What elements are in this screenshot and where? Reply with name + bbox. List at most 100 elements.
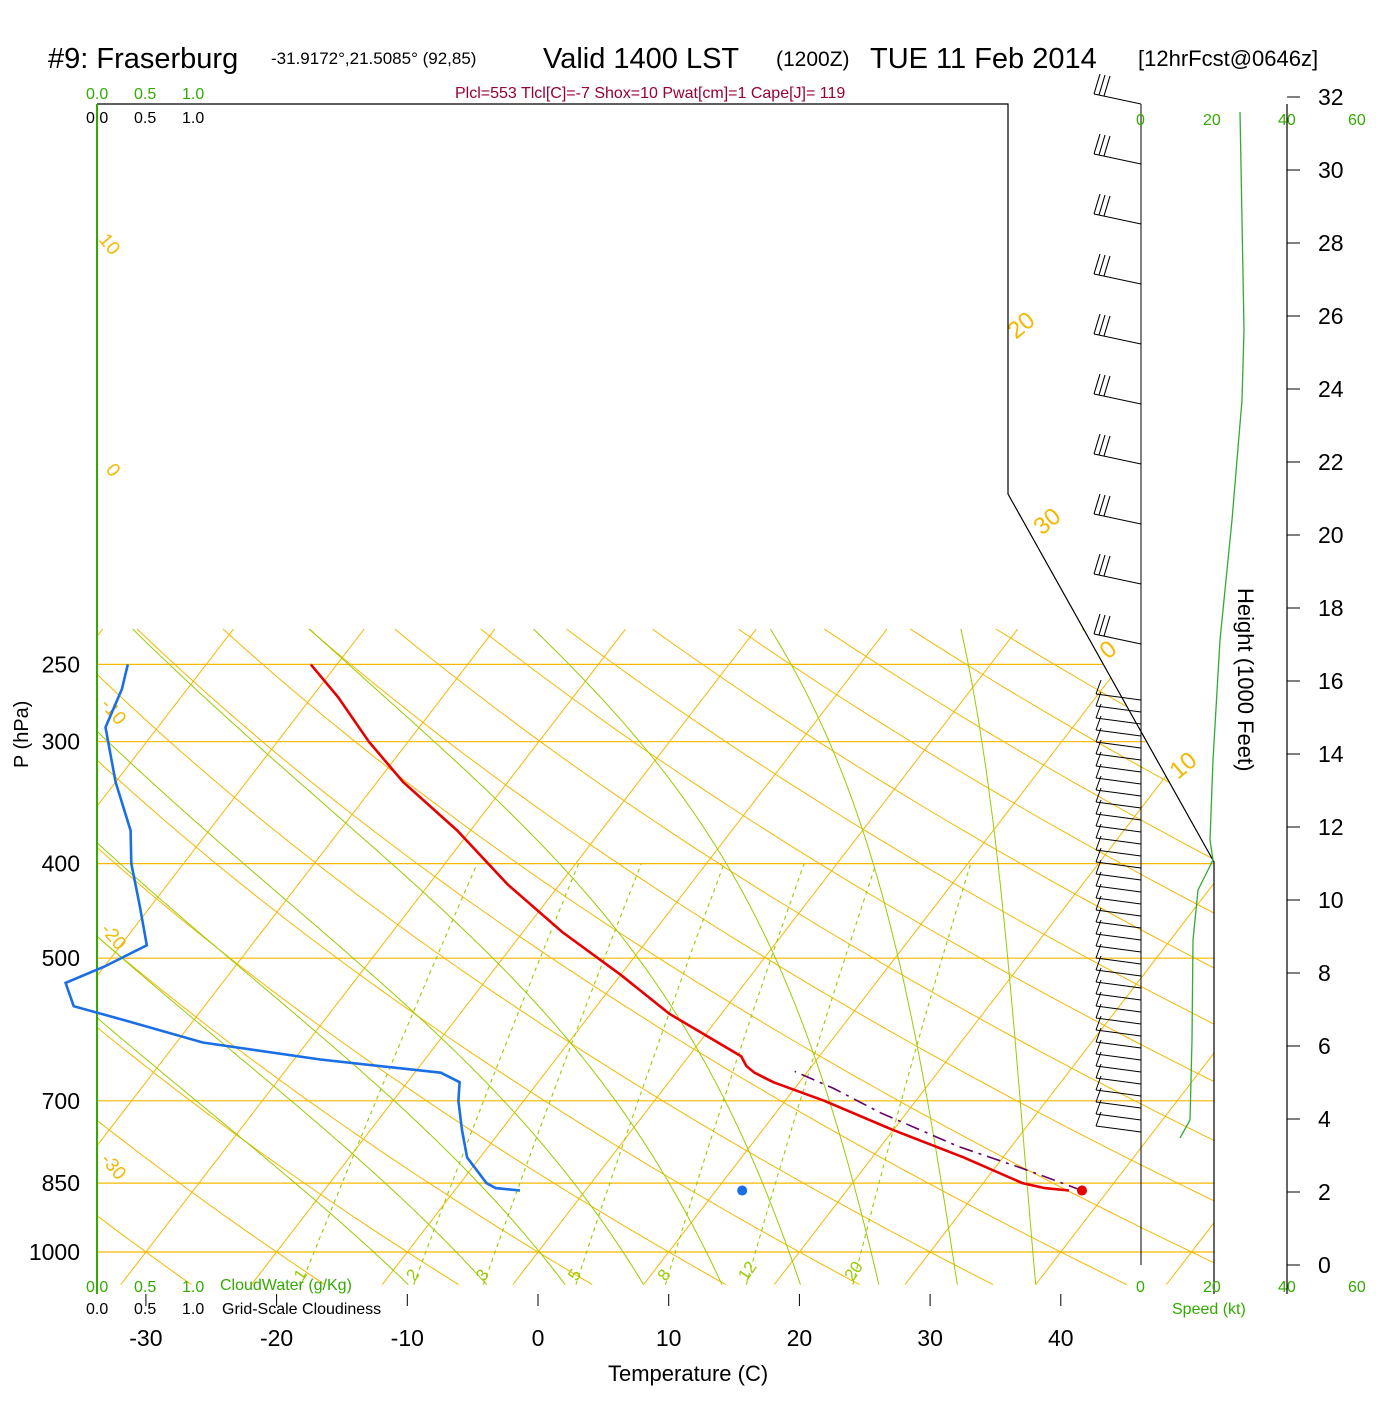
pressure-tick-1000: 1000 [29, 1239, 80, 1265]
speed-top-60: 60 [1348, 112, 1366, 129]
wind-barb-29 [1096, 922, 1141, 928]
mixing-ratio-1 [301, 864, 477, 1285]
top-green-scale-1: 0.5 [134, 86, 156, 103]
top-black-scale-2: 1.0 [182, 110, 204, 127]
dry-adiabat-10 [0, 629, 726, 1285]
dry-adiabat-60 [309, 629, 1394, 1285]
wind-barb-41 [1096, 1066, 1141, 1072]
height-tick-16: 16 [1318, 668, 1344, 694]
wind-barb-5 [1094, 394, 1141, 404]
wind-barb-35 [1096, 994, 1141, 1000]
isotherm--20 [251, 629, 756, 1285]
plot-frame [97, 104, 1214, 1294]
pressure-tick-300: 300 [42, 729, 80, 755]
top-black-scale-1: 0.5 [134, 110, 156, 127]
wind-barb-flag-4-1 [1099, 315, 1105, 335]
wind-barb-flag-0-0 [1094, 74, 1100, 94]
wind-barb-16 [1096, 766, 1141, 772]
wind-barb-flag-9-2 [1104, 616, 1110, 636]
wind-barbs [1094, 74, 1141, 1132]
wind-barb-45 [1096, 1114, 1141, 1120]
dry-adiabat-label-0: -30 [96, 1150, 130, 1185]
bottom-black-scale-0: 0.0 [86, 1301, 108, 1318]
isobar-lines [0, 629, 1400, 1285]
cloudiness-label: Grid-Scale Cloudiness [222, 1301, 381, 1318]
height-tick-26: 26 [1318, 303, 1344, 329]
height-tick-12: 12 [1318, 814, 1344, 840]
y-axis-label: P (hPa) [11, 701, 33, 768]
wind-barb-flag-8-1 [1099, 555, 1105, 575]
station-title: #9: Fraserburg [48, 43, 238, 75]
wind-barb-7 [1094, 514, 1141, 524]
height-tick-32: 32 [1318, 84, 1344, 110]
pressure-tick-850: 850 [42, 1170, 80, 1196]
height-tick-24: 24 [1318, 376, 1344, 402]
wind-barb-37 [1096, 1018, 1141, 1024]
wind-barb-2 [1094, 214, 1141, 224]
speed-bottom-0: 0 [1136, 1279, 1145, 1296]
wind-barb-flag-9-0 [1094, 614, 1100, 634]
mixing-ratio-label-8: 8 [654, 1266, 675, 1285]
mixing-ratio-2 [414, 864, 579, 1285]
wind-barb-flag-2-0 [1094, 194, 1100, 214]
wind-barb-28 [1096, 910, 1141, 916]
bottom-green-scale-0: 0.0 [86, 1279, 108, 1296]
wind-barb-27 [1096, 898, 1141, 904]
wind-barb-flag-9-1 [1099, 615, 1105, 635]
speed-bottom-20: 20 [1203, 1279, 1221, 1296]
isotherm--10 [382, 629, 887, 1285]
sounding-indices: Plcl=553 Tlcl[C]=-7 Shox=10 Pwat[cm]=1 C… [455, 85, 845, 102]
pressure-tick-500: 500 [42, 945, 80, 971]
speed-scale-top: 0 20 40 60 [1136, 112, 1366, 129]
top-green-scale-0: 0.0 [86, 86, 108, 103]
dry-adiabat-120 [824, 629, 1400, 1285]
dry-adiabat-30 [51, 629, 993, 1285]
wind-barb-flag-7-0 [1094, 494, 1100, 514]
x-axis-label: Temperature (C) [608, 1361, 768, 1386]
bottom-black-scale-1: 0.5 [134, 1301, 156, 1318]
wind-barb-flag-4-0 [1094, 314, 1100, 334]
wind-barb-40 [1096, 1054, 1141, 1060]
wind-barb-flag-8-2 [1104, 556, 1110, 576]
mixing-ratio-5 [576, 864, 724, 1285]
wind-barb-flag-1-2 [1104, 136, 1110, 156]
wind-barb-flag-1-1 [1099, 135, 1105, 155]
dry-adiabat-lines [0, 629, 1400, 1285]
dry-adiabat-90 [567, 629, 1400, 1285]
wind-barb-38 [1096, 1030, 1141, 1036]
wind-barb-18 [1096, 790, 1141, 796]
cloudwater-label: CloudWater (g/Kg) [220, 1277, 352, 1294]
mixing-ratio-label-12: 12 [734, 1258, 760, 1284]
wind-barb-26 [1096, 886, 1141, 892]
wind-barb-1 [1094, 154, 1141, 164]
temp-tick-40: 40 [1048, 1325, 1074, 1351]
wind-barb-11 [1096, 706, 1141, 712]
wind-barb-46 [1096, 1126, 1141, 1132]
station-coords: -31.9172°,21.5085° (92,85) [271, 49, 476, 68]
wind-barb-0 [1094, 94, 1141, 104]
temp-tick--10: -10 [391, 1325, 424, 1351]
isotherm-20 [774, 629, 1279, 1285]
isotherm--60 [0, 629, 233, 1285]
wind-barb-31 [1096, 946, 1141, 952]
height-tick-8: 8 [1318, 960, 1331, 986]
bottom-green-scale-1: 0.5 [134, 1279, 156, 1296]
temp-tick-0: 0 [532, 1325, 545, 1351]
isotherm-40 [1036, 629, 1400, 1285]
dry-adiabat-180 [1340, 629, 1400, 1285]
wind-barb-flag-3-0 [1094, 254, 1100, 274]
pressure-tick-400: 400 [42, 851, 80, 877]
wind-barb-44 [1096, 1102, 1141, 1108]
wind-barb-39 [1096, 1042, 1141, 1048]
dry-adiabat-label-3: 0 [101, 460, 124, 482]
height-tick-20: 20 [1318, 522, 1344, 548]
height-tick-2: 2 [1318, 1179, 1331, 1205]
dry-adiabat-label-4: 10 [94, 230, 124, 260]
dry-adiabat-label-7: 0 [1095, 635, 1123, 664]
valid-date: TUE 11 Feb 2014 [870, 43, 1097, 75]
wind-barb-flag-6-0 [1094, 434, 1100, 454]
moist-adiabat-22 [310, 629, 801, 1285]
mixing-ratio-label-3: 3 [472, 1266, 493, 1285]
